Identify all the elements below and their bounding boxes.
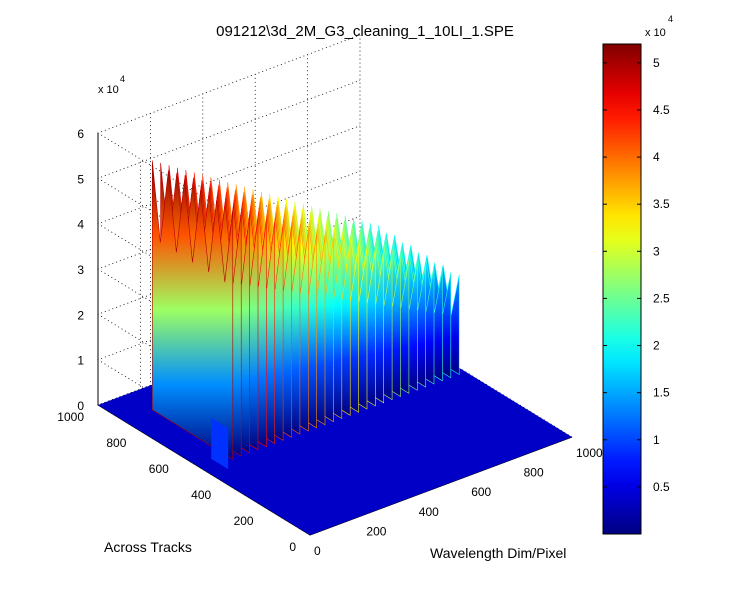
surface-small-bump: [211, 418, 229, 470]
colorbar-tick-label: 3.5: [653, 197, 670, 211]
x-tick-label: 400: [419, 505, 439, 519]
x-tick-label: 800: [524, 466, 544, 480]
colorbar-tick-label: 4: [653, 150, 660, 164]
y-tick-label: 400: [191, 488, 211, 502]
x-tick-label: 1000: [576, 446, 603, 460]
y-axis-label: Across Tracks: [104, 539, 192, 555]
colorbar-tick-label: 4.5: [653, 103, 670, 117]
surface-peak-ridge: [152, 160, 234, 460]
z-tick-label: 4: [77, 218, 84, 232]
colorbar-exponent-base: x 10: [645, 27, 666, 39]
colorbar-bar: [602, 43, 642, 535]
z-tick-label: 0: [77, 399, 84, 413]
colorbar-tick-label: 2: [653, 339, 660, 353]
z-exponent-power: 4: [120, 74, 125, 84]
surface: [98, 160, 572, 535]
colorbar-exponent-power: 4: [668, 14, 673, 24]
y-tick-label: 1000: [57, 410, 84, 424]
x-axis-label: Wavelength Dim/Pixel: [430, 545, 566, 561]
z-exponent-base: x 10: [98, 84, 119, 96]
y-tick-label: 0: [289, 540, 296, 554]
z-tick-label: 2: [77, 308, 84, 322]
z-tick-label: 6: [77, 127, 84, 141]
x-tick-label: 200: [366, 524, 386, 538]
tick-labels: 0123456020040060080010000200400600800100…: [57, 127, 603, 558]
x-tick-label: 600: [471, 485, 491, 499]
colorbar-tick-label: 1.5: [653, 386, 670, 400]
colorbar-tick-label: 2.5: [653, 291, 670, 305]
y-tick-label: 800: [106, 436, 126, 450]
colorbar: 0.5 1 1.5 2 2.5 3 3.5 4 4.5 5: [602, 43, 670, 535]
grid-line: [149, 113, 363, 516]
z-tick-label: 3: [77, 263, 84, 277]
y-tick-label: 200: [234, 514, 254, 528]
z-tick-label: 1: [77, 354, 84, 368]
colorbar-tick-label: 5: [653, 56, 660, 70]
y-tick-label: 600: [149, 462, 169, 476]
colorbar-tick-label: 0.5: [653, 480, 670, 494]
z-tick-label: 5: [77, 172, 84, 186]
chart-title: 091212\3d_2M_G3_cleaning_1_10LI_1.SPE: [216, 23, 514, 40]
colorbar-tick-label: 1: [653, 433, 660, 447]
x-tick-label: 0: [314, 544, 321, 558]
colorbar-tick-label: 3: [653, 244, 660, 258]
